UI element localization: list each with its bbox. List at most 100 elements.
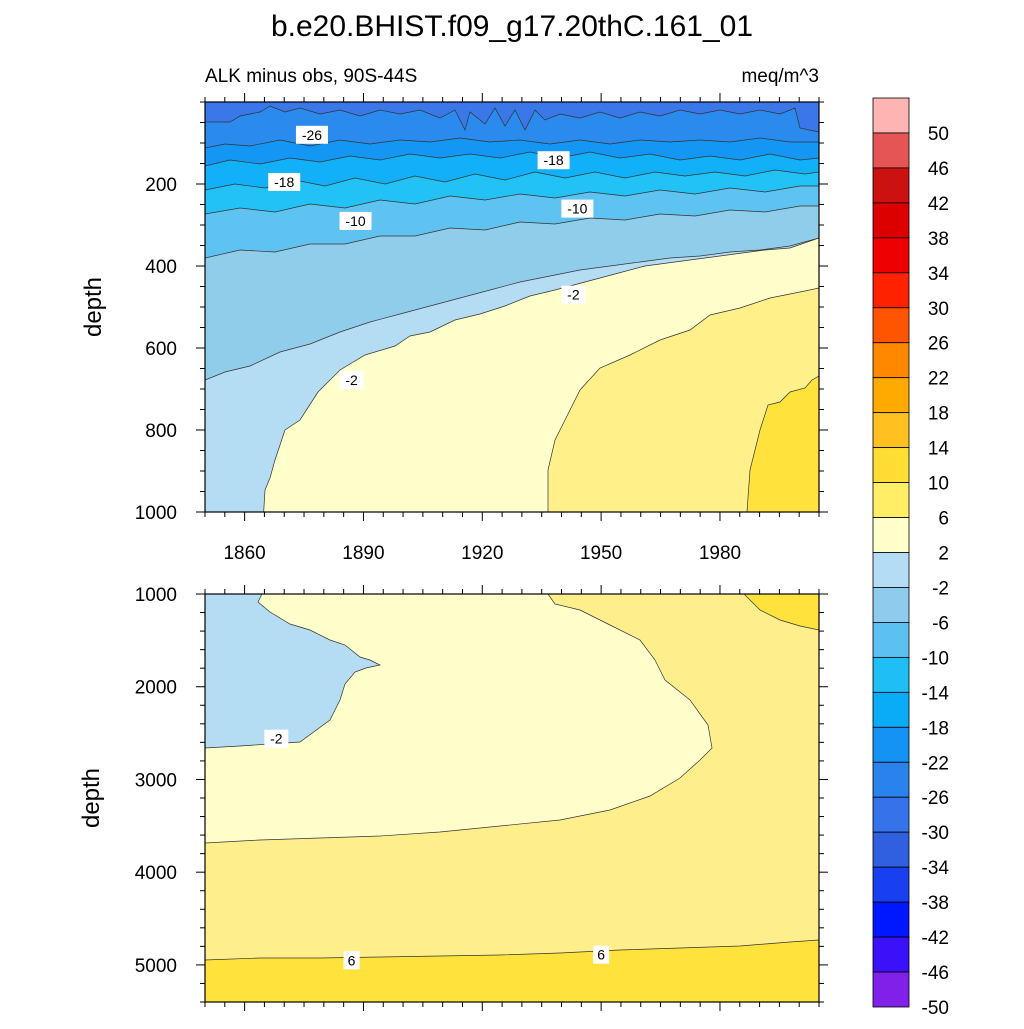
colorbar-tick-label: 42 <box>928 194 949 215</box>
bottom-contour-fills <box>205 594 819 1002</box>
contour-label-text: -2 <box>567 287 580 303</box>
colorbar-tick-label: 46 <box>928 159 949 180</box>
x-tick-label: 1920 <box>461 543 503 564</box>
colorbar-swatch <box>872 342 910 379</box>
contour-label-bg <box>268 172 301 191</box>
colorbar-tick-label: -38 <box>922 893 949 914</box>
contour-label-bg <box>593 945 610 964</box>
top-y-ticks: 200 400 600 800 1000 <box>135 101 828 524</box>
contour-label: -26 <box>295 125 328 144</box>
colorbar-swatch <box>872 971 910 1008</box>
colorbar-swatch <box>872 901 910 938</box>
contour-label: -10 <box>561 199 594 218</box>
y-tick-label: 1000 <box>135 585 177 606</box>
contour-label: -18 <box>537 151 570 170</box>
contour-label: 6 <box>593 945 610 964</box>
top-y-axis-label: depth <box>80 277 107 337</box>
contour-label: -2 <box>339 370 364 389</box>
contour-label-bg <box>339 211 372 230</box>
colorbar-swatch <box>872 377 910 414</box>
subtitle-left: ALK minus obs, 90S-44S <box>205 66 417 87</box>
contour-label-bg <box>295 125 328 144</box>
y-tick-label: 1000 <box>135 503 177 524</box>
colorbar-tick-label: -2 <box>932 578 949 599</box>
x-tick-label: 1860 <box>223 543 265 564</box>
contour-label-text: 6 <box>597 947 605 963</box>
colorbar-swatch <box>872 622 910 658</box>
top-x-ticks: 1860 1890 1920 1950 1980 <box>204 93 820 564</box>
colorbar-tick-label: 10 <box>928 474 949 495</box>
x-tick-label: 1950 <box>580 543 622 564</box>
colorbar-swatch <box>872 97 910 134</box>
top-fill-band-plus6 <box>746 375 819 512</box>
contour-label-bg <box>339 370 364 389</box>
y-tick-label: 800 <box>145 421 177 442</box>
bottom-fill-band-plus6-corner <box>743 594 819 631</box>
contour-label-bg <box>561 199 594 218</box>
contour-label-text: -26 <box>302 127 322 143</box>
contour-label: -18 <box>268 172 301 191</box>
colorbar-tick-label: 18 <box>928 404 949 425</box>
bottom-y-axis-label: depth <box>78 768 105 828</box>
colorbar-tick-label: -26 <box>922 788 949 809</box>
contour-label-bg <box>561 285 586 304</box>
colorbar-tick-label: 26 <box>928 334 949 355</box>
bottom-panel: 1000 2000 3000 4000 5000 -2 6 6 depth <box>78 585 828 1011</box>
top-fill-band-plus2 <box>547 287 819 512</box>
y-tick-label: 600 <box>145 339 177 360</box>
y-tick-label: 5000 <box>135 956 177 977</box>
contour-label-text: -10 <box>567 201 587 217</box>
colorbar-swatch <box>872 167 910 204</box>
y-tick-label: 200 <box>145 175 177 196</box>
colorbar-tick-label: 38 <box>928 229 949 250</box>
colorbar-swatch <box>872 447 910 483</box>
contour-label-bg <box>537 151 570 170</box>
colorbar-swatch <box>872 796 910 833</box>
colorbar-tick-label: -10 <box>922 648 949 669</box>
colorbar-swatch <box>872 517 910 553</box>
colorbar-swatch <box>872 482 910 518</box>
colorbar-tick-label: 22 <box>928 369 949 390</box>
colorbar-swatch <box>872 831 910 868</box>
contour-label-text: 6 <box>348 952 356 968</box>
colorbar-swatch <box>872 726 910 763</box>
bottom-y-ticks: 1000 2000 3000 4000 5000 <box>135 585 828 1003</box>
contour-label-bg <box>343 951 360 970</box>
colorbar-tick-label: 30 <box>928 299 949 320</box>
colorbar-tick-label: 50 <box>928 124 949 145</box>
colorbar-tick-label: -34 <box>922 858 950 879</box>
colorbar-tick-label: -22 <box>922 753 949 774</box>
colorbar-swatch <box>872 761 910 798</box>
y-tick-label: 2000 <box>135 678 177 699</box>
y-tick-label: 3000 <box>135 770 177 791</box>
contour-label-text: -18 <box>274 174 294 190</box>
colorbar-tick-label: -14 <box>922 683 950 704</box>
x-tick-label: 1980 <box>699 543 741 564</box>
colorbar-swatch <box>872 272 910 309</box>
colorbar-tick-label: -6 <box>932 613 949 634</box>
colorbar-tick-label: -50 <box>922 998 949 1019</box>
y-tick-label: 400 <box>145 257 177 278</box>
colorbar-swatch <box>872 866 910 903</box>
colorbar-swatch <box>872 587 910 623</box>
contour-label-text: -10 <box>345 213 365 229</box>
subtitle-right: meq/m^3 <box>741 66 819 87</box>
colorbar-tick-label: 34 <box>928 264 950 285</box>
colorbar-swatch <box>872 307 910 344</box>
colorbar-swatch <box>872 237 910 274</box>
top-contour-labels: -26 -18 -18 -10 -10 -2 -2 <box>268 125 594 389</box>
top-panel: 1860 1890 1920 1950 1980 200 400 600 800 1000 -2… <box>80 93 828 564</box>
contour-label: -2 <box>264 729 289 748</box>
y-tick-label: 4000 <box>135 863 177 884</box>
bottom-x-ticks <box>204 585 820 1011</box>
contour-label-text: -18 <box>543 152 563 168</box>
colorbar-swatch <box>872 412 910 449</box>
bottom-fill-band-plus6 <box>205 939 819 1002</box>
contour-label: -2 <box>561 285 586 304</box>
colorbar-swatch <box>872 936 910 973</box>
colorbar-tick-label: 6 <box>938 509 949 530</box>
top-contour-fills <box>205 102 819 512</box>
colorbar: 50 46 42 38 34 30 26 22 18 14 10 6 2 -2 -6 -10 -14 -18 -22… <box>872 97 950 1019</box>
contour-label: -10 <box>339 211 372 230</box>
